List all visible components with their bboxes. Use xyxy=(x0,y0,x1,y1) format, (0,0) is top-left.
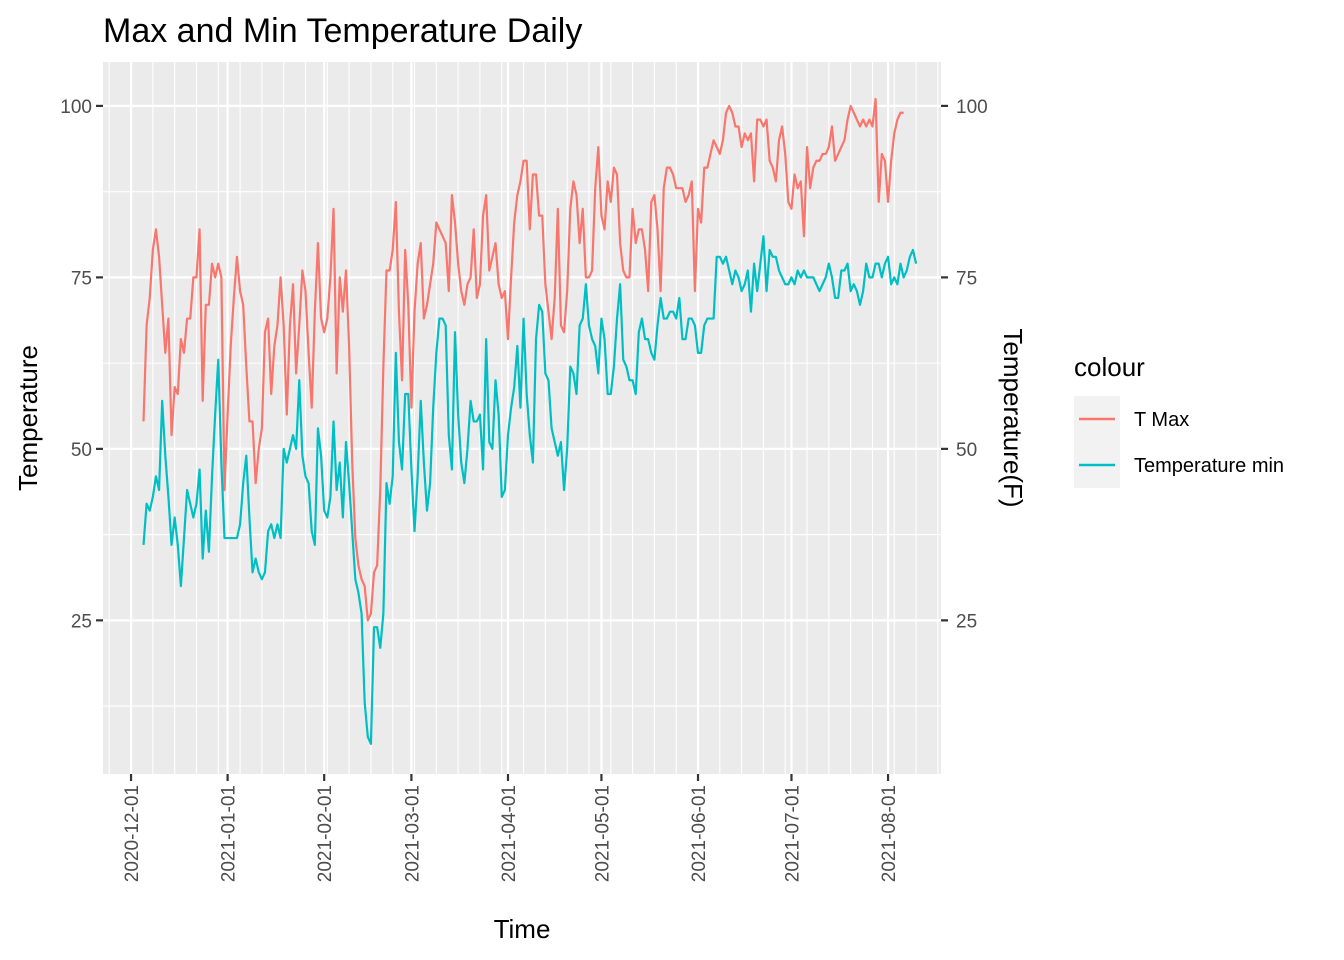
x-tick-label: 2021-07-01 xyxy=(782,785,803,882)
y-axis-title: Temperature xyxy=(13,345,43,491)
y-tick-label: 75 xyxy=(71,268,92,289)
x-tick-label: 2020-12-01 xyxy=(122,785,143,882)
y-axis-title-right: Temperature(F) xyxy=(998,328,1028,507)
legend: colour T Max Temperature min xyxy=(1074,352,1284,488)
legend-label-temperature-min: Temperature min xyxy=(1134,455,1284,477)
y-tick-label-right: 50 xyxy=(956,440,977,461)
y-axis-right: 25 50 75 100 xyxy=(941,97,988,632)
y-tick-label: 100 xyxy=(60,97,92,118)
x-axis-title: Time xyxy=(494,914,551,944)
x-tick-label: 2021-02-01 xyxy=(315,785,336,882)
x-tick-label: 2021-03-01 xyxy=(402,785,423,882)
y-tick-label: 50 xyxy=(71,440,92,461)
y-tick-label-right: 100 xyxy=(956,97,988,118)
x-tick-label: 2021-06-01 xyxy=(689,785,710,882)
series-layer xyxy=(142,97,918,745)
chart-title: Max and Min Temperature Daily xyxy=(103,12,582,50)
series-line-t-max xyxy=(142,97,904,622)
legend-title: colour xyxy=(1074,352,1145,382)
x-tick-label: 2021-04-01 xyxy=(499,785,520,882)
major-gridlines xyxy=(103,62,941,774)
legend-label-t-max: T Max xyxy=(1134,409,1189,431)
x-tick-label: 2021-01-01 xyxy=(219,785,240,882)
x-axis: 2020-12-01 2021-01-01 2021-02-01 2021-03-01… xyxy=(122,774,900,882)
y-tick-label: 25 xyxy=(71,611,92,632)
y-tick-label-right: 25 xyxy=(956,611,977,632)
series-line-temperature-min xyxy=(142,235,918,745)
y-tick-label-right: 75 xyxy=(956,268,977,289)
y-axis-left: 25 50 75 100 xyxy=(60,97,103,632)
x-tick-label: 2021-08-01 xyxy=(879,785,900,882)
x-tick-label: 2021-05-01 xyxy=(592,785,613,882)
